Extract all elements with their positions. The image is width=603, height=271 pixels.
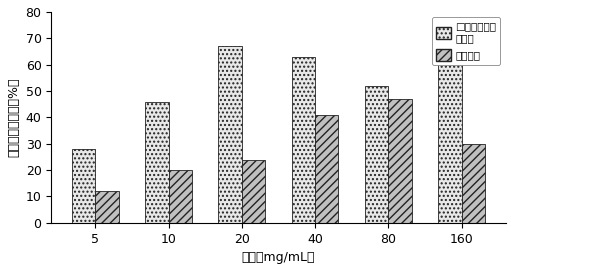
Bar: [218, 46, 242, 223]
Bar: [145, 102, 169, 223]
Bar: [72, 149, 95, 223]
Bar: [169, 170, 192, 223]
Bar: [292, 57, 315, 223]
Bar: [365, 86, 388, 223]
X-axis label: 浓度（mg/mL）: 浓度（mg/mL）: [242, 251, 315, 264]
Bar: [315, 115, 338, 223]
Legend: □对羟基肉桂
酸乙酯, 图阿托品: □对羟基肉桂 酸乙酯, 图阿托品: [432, 17, 500, 65]
Bar: [438, 62, 461, 223]
Y-axis label: 张力增量变化率（%）: 张力增量变化率（%）: [7, 78, 20, 157]
Bar: [242, 160, 265, 223]
Bar: [95, 191, 119, 223]
Bar: [388, 99, 412, 223]
Bar: [461, 144, 485, 223]
